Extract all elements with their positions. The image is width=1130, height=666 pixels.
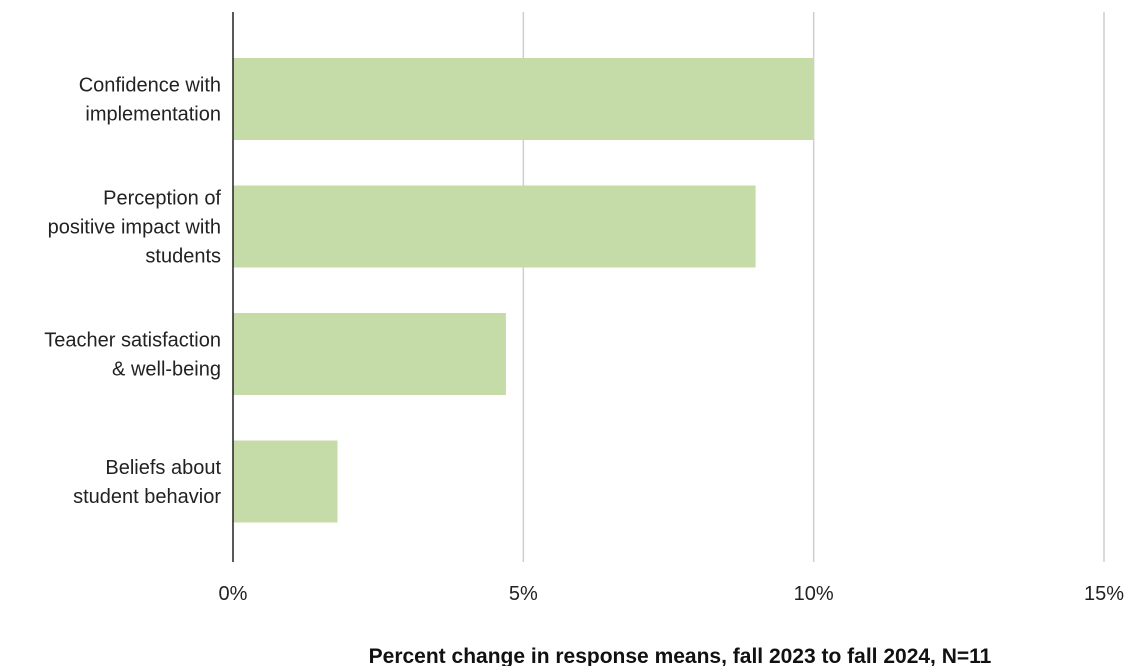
x-tick-label-0: 0%	[219, 583, 248, 605]
x-tick-label-2: 10%	[794, 583, 834, 605]
category-label-1: Perception of positive impact with student…	[48, 188, 222, 268]
category-label-line: Confidence with	[79, 75, 221, 97]
bars	[233, 58, 814, 523]
x-axis-label: Percent change in response means, fall 2…	[369, 645, 992, 666]
category-label-3: Beliefs about student behavior	[73, 457, 221, 508]
bar-2	[233, 313, 506, 395]
category-labels: Confidence with implementation Perception …	[44, 75, 221, 509]
category-label-line: students	[145, 246, 221, 268]
category-label-line: Perception of	[103, 188, 221, 210]
category-label-line: & well-being	[112, 359, 221, 381]
category-label-line: Teacher satisfaction	[44, 330, 221, 352]
bar-0	[233, 58, 814, 140]
category-label-line: Beliefs about	[105, 457, 221, 479]
x-tick-labels: 0% 5% 10% 15%	[219, 583, 1125, 605]
x-tick-label-3: 15%	[1084, 583, 1124, 605]
x-tick-label-1: 5%	[509, 583, 538, 605]
bar-3	[233, 440, 338, 523]
category-label-line: student behavior	[73, 486, 221, 508]
category-label-line: positive impact with	[48, 217, 221, 239]
category-label-line: implementation	[85, 104, 221, 126]
category-label-2: Teacher satisfaction & well-being	[44, 330, 221, 381]
bar-1	[233, 185, 756, 268]
category-label-0: Confidence with implementation	[79, 75, 221, 126]
